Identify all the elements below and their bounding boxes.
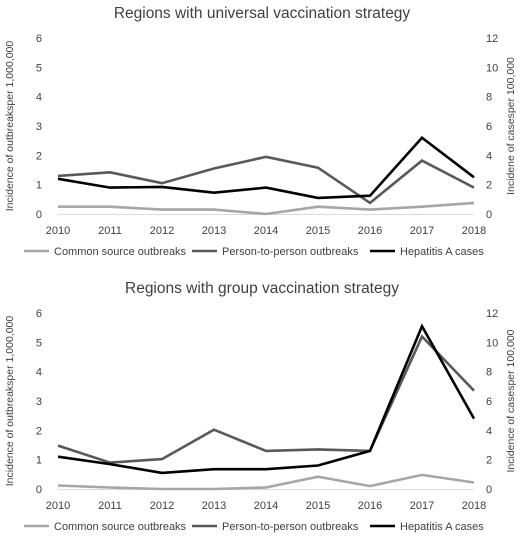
series-line-2: [57, 323, 476, 475]
y-right-tick-label: 4: [486, 425, 492, 437]
y-left-tick-label: 1: [36, 180, 42, 192]
y-left-tick-label: 4: [36, 92, 42, 104]
x-tick-label: 2018: [462, 500, 486, 512]
x-tick-label: 2010: [46, 225, 70, 237]
y-left-tick-label: 6: [36, 33, 42, 45]
y-left-tick-label: 4: [36, 367, 42, 379]
x-tick-label: 2011: [98, 225, 122, 237]
y-right-tick-label: 8: [486, 92, 492, 104]
legend-label: Common source outbreaks: [54, 246, 187, 258]
y-right-tick-label: 0: [486, 484, 492, 496]
x-tick-label: 2015: [306, 225, 330, 237]
series-line-2: [57, 135, 475, 200]
legend-label: Common source outbreaks: [54, 521, 187, 533]
chart-title: Regions with group vaccination strategy: [125, 280, 399, 297]
x-tick-label: 2015: [306, 500, 330, 512]
y-left-tick-label: 1: [36, 455, 42, 467]
series-line-0: [58, 201, 475, 216]
y-left-tick-label: 3: [36, 121, 42, 133]
y-right-tick-label: 12: [486, 308, 498, 320]
y-left-axis-label: Incidence of outbreaksper 1,000,000: [4, 41, 16, 212]
x-tick-label: 2012: [150, 500, 174, 512]
x-tick-label: 2013: [202, 500, 226, 512]
x-tick-label: 2012: [150, 225, 174, 237]
y-right-tick-label: 6: [486, 121, 492, 133]
series-line-1: [57, 334, 475, 464]
y-right-axis-label: Incidence of casesper 100,000: [505, 329, 517, 472]
x-tick-label: 2017: [410, 500, 434, 512]
y-left-tick-label: 5: [36, 62, 42, 74]
legend-label: Person-to-person outbreaks: [222, 521, 359, 533]
series-line-1: [57, 155, 475, 205]
y-right-tick-label: 6: [486, 396, 492, 408]
y-left-tick-label: 3: [36, 396, 42, 408]
y-right-tick-label: 10: [486, 337, 498, 349]
y-left-tick-label: 2: [36, 150, 42, 162]
legend-label: Hepatitis A cases: [400, 246, 484, 258]
chart-title: Regions with universal vaccination strat…: [114, 5, 411, 22]
x-tick-label: 2011: [98, 500, 122, 512]
y-right-tick-label: 0: [486, 209, 492, 221]
y-right-axis-label: Incidene of casesper 100,000: [505, 57, 517, 195]
chart-universal-svg: Regions with universal vaccination strat…: [4, 5, 517, 258]
y-right-tick-label: 2: [486, 455, 492, 467]
y-left-tick-label: 0: [36, 209, 42, 221]
x-tick-label: 2013: [202, 225, 226, 237]
y-left-tick-label: 6: [36, 308, 42, 320]
y-right-tick-label: 10: [486, 62, 498, 74]
y-right-tick-label: 2: [486, 180, 492, 192]
y-left-tick-label: 0: [36, 484, 42, 496]
chart-universal-vaccination: Regions with universal vaccination strat…: [4, 5, 517, 258]
x-tick-label: 2018: [462, 225, 486, 237]
x-tick-label: 2014: [254, 500, 278, 512]
legend-label: Person-to-person outbreaks: [222, 246, 359, 258]
x-tick-label: 2016: [358, 500, 382, 512]
x-tick-label: 2016: [358, 225, 382, 237]
x-tick-label: 2014: [254, 225, 278, 237]
y-left-axis-label: Incidence of outbreaksper 1,000,000: [4, 316, 16, 487]
x-tick-label: 2017: [410, 225, 434, 237]
y-left-tick-label: 5: [36, 337, 42, 349]
y-right-tick-label: 12: [486, 33, 498, 45]
y-right-tick-label: 4: [486, 150, 492, 162]
chart-group-vaccination: Regions with group vaccination strategy 0…: [0, 275, 524, 550]
series-line-0: [57, 473, 475, 491]
legend-label: Hepatitis A cases: [400, 521, 484, 533]
y-right-tick-label: 8: [486, 367, 492, 379]
x-tick-label: 2010: [46, 500, 70, 512]
y-left-tick-label: 2: [36, 425, 42, 437]
chart-group-svg: Regions with group vaccination strategy 0…: [4, 280, 517, 533]
